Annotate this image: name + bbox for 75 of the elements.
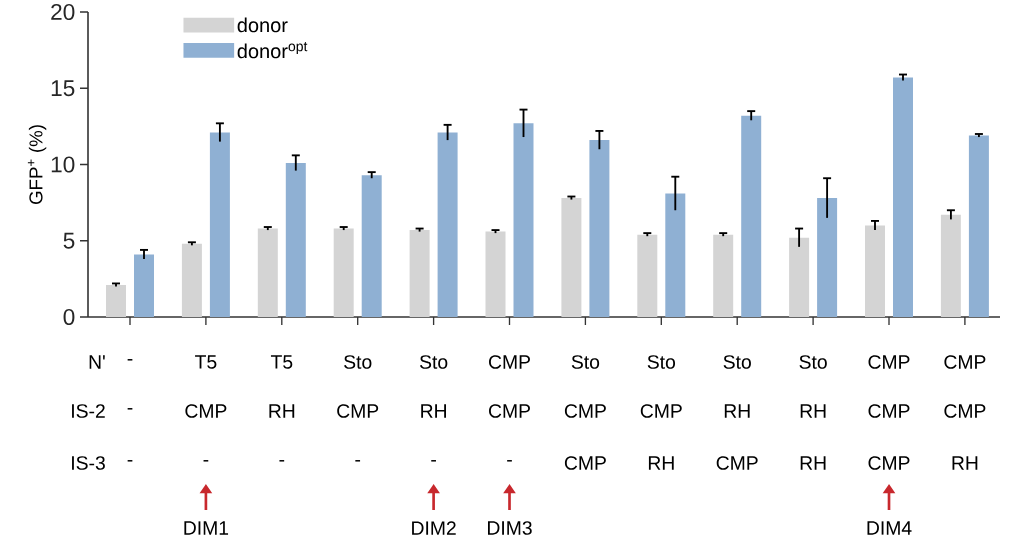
text: RH bbox=[648, 456, 674, 470]
bar bbox=[106, 284, 126, 317]
text: Sto bbox=[799, 355, 827, 369]
text: Sto bbox=[419, 355, 448, 369]
text: CMP bbox=[944, 355, 986, 369]
text: T5 bbox=[195, 355, 217, 369]
bar bbox=[485, 231, 506, 317]
bar bbox=[789, 237, 810, 317]
text: RH bbox=[269, 404, 295, 418]
text: RH bbox=[952, 456, 978, 470]
text: DIM2 bbox=[412, 521, 456, 535]
text: CMP bbox=[944, 404, 986, 418]
bar bbox=[134, 254, 154, 317]
bar bbox=[437, 132, 458, 317]
text: CMP bbox=[640, 404, 682, 418]
bar bbox=[409, 230, 430, 317]
text: IS-3 bbox=[72, 456, 105, 470]
text: DIM3 bbox=[488, 521, 532, 535]
bar bbox=[865, 225, 885, 317]
bar bbox=[181, 243, 202, 317]
text: N' bbox=[89, 355, 105, 369]
legend-label: donor$^{opt}$ bbox=[237, 42, 308, 59]
bar bbox=[285, 162, 306, 317]
bar bbox=[561, 198, 582, 317]
text: RH bbox=[800, 456, 826, 470]
bar bbox=[361, 175, 382, 317]
bar bbox=[713, 234, 734, 317]
text: - bbox=[431, 460, 436, 462]
text: RH bbox=[421, 404, 446, 418]
text: Sto bbox=[647, 355, 676, 369]
text: DIM1 bbox=[184, 521, 229, 535]
text: Sto bbox=[571, 355, 600, 369]
bar bbox=[817, 198, 838, 317]
text: CMP bbox=[868, 404, 910, 418]
legend-label: donor bbox=[237, 17, 288, 33]
bar bbox=[665, 193, 686, 317]
y-tick-label: 5 bbox=[63, 232, 75, 249]
text: CMP bbox=[564, 456, 606, 470]
text: CMP bbox=[489, 404, 530, 418]
text: Sto bbox=[344, 355, 372, 369]
bar bbox=[741, 115, 762, 317]
text: CMP bbox=[868, 456, 910, 470]
bar bbox=[513, 123, 534, 317]
bar bbox=[940, 214, 961, 317]
y-tick-label: 15 bbox=[51, 80, 75, 97]
text: - bbox=[279, 460, 285, 462]
text: CMP bbox=[868, 355, 910, 369]
y-axis-title: GFP$^{+}$ (%) bbox=[27, 125, 47, 204]
text: - bbox=[127, 408, 133, 410]
bar bbox=[333, 228, 354, 317]
text: - bbox=[203, 460, 209, 462]
bar bbox=[589, 140, 610, 317]
bar bbox=[893, 77, 913, 317]
text: - bbox=[127, 359, 133, 361]
text: - bbox=[507, 460, 512, 462]
text: DIM4 bbox=[867, 521, 912, 535]
text: CMP bbox=[185, 404, 227, 418]
y-tick-label: 20 bbox=[51, 3, 75, 21]
text: CMP bbox=[489, 355, 530, 369]
text: CMP bbox=[716, 456, 758, 470]
text: Sto bbox=[723, 355, 751, 369]
y-tick-label: 10 bbox=[51, 156, 75, 173]
y-tick-label: 0 bbox=[63, 308, 75, 326]
bar bbox=[257, 228, 278, 317]
text: RH bbox=[800, 404, 826, 418]
text: RH bbox=[724, 404, 750, 418]
text: T5 bbox=[270, 355, 293, 369]
bar bbox=[968, 135, 989, 317]
text: - bbox=[127, 460, 133, 462]
text: - bbox=[355, 460, 361, 462]
bar bbox=[637, 234, 658, 317]
bar bbox=[209, 132, 230, 317]
text: CMP bbox=[337, 404, 379, 418]
text: CMP bbox=[564, 404, 606, 418]
text: IS-2 bbox=[72, 404, 105, 418]
